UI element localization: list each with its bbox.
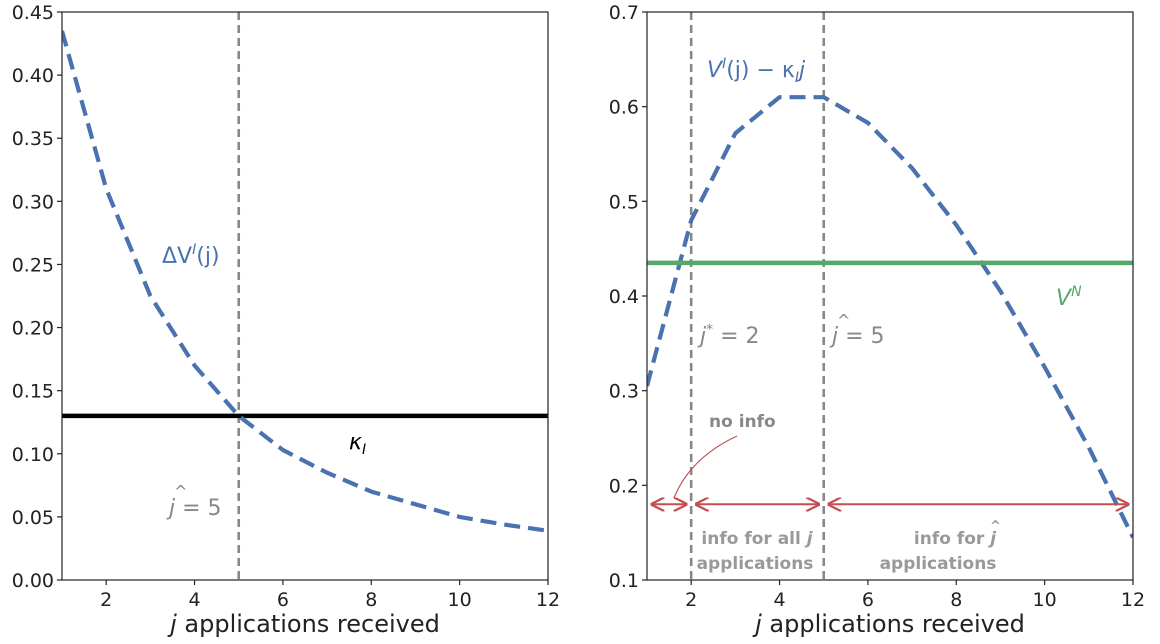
right-xtick-label: 10	[1033, 589, 1057, 611]
right-jstar-sup: *	[706, 322, 713, 338]
left-axes-frame	[61, 11, 549, 581]
right-jhat-hat: ^	[837, 311, 850, 330]
left-ytick-label: 0.40	[12, 65, 54, 87]
left-x-axis-label-var: j	[167, 610, 177, 638]
left-kappa-base: κ	[349, 430, 362, 455]
right-jhat-rest: = 5	[838, 324, 884, 349]
left-ytick-label: 0.25	[12, 254, 54, 276]
right-ytick-label: 0.1	[609, 570, 639, 592]
left-ytick-label: 0.00	[12, 570, 54, 592]
left-xtick-label: 6	[277, 589, 289, 611]
left-jhat-label: ^ j = 5	[166, 482, 222, 521]
left-x-axis-label-text: applications received	[177, 610, 440, 638]
left-ytick-label: 0.15	[12, 381, 54, 403]
left-chart: 0.00 0.05 0.10 0.15 0.20 0.25 0.30 0.35 0.40 0.45…	[12, 2, 560, 638]
left-series-label: ΔVI(j)	[162, 242, 220, 269]
right-y-ticks: 0.1 0.2 0.3 0.4 0.5 0.6 0.7	[609, 2, 647, 592]
right-xtick-label: 4	[773, 589, 785, 611]
left-xtick-label: 2	[100, 589, 112, 611]
left-ytick-label: 0.45	[12, 2, 54, 24]
left-xtick-label: 10	[448, 589, 472, 611]
right-chart: 0.1 0.2 0.3 0.4 0.5 0.6 0.7 2 4 6 8 10 12 j applica…	[609, 2, 1145, 638]
left-jhat-text: j = 5	[166, 496, 222, 521]
right-x-axis-label: j applications received	[752, 610, 1025, 638]
info-all-var: j	[804, 529, 814, 549]
right-vn-base: V	[1056, 286, 1073, 311]
right-xtick-label: 12	[1121, 589, 1145, 611]
right-xtick-label: 6	[862, 589, 874, 611]
right-ytick-label: 0.2	[609, 475, 639, 497]
info-all-line2: applications	[697, 554, 814, 574]
left-xtick-label: 4	[188, 589, 200, 611]
info-hat-prefix: info for	[914, 529, 990, 549]
info-hat-line1: info for j	[914, 529, 997, 549]
right-x-ticks: 2 4 6 8 10 12	[685, 580, 1145, 611]
left-kappa-label: κI	[349, 430, 366, 458]
right-xtick-label: 8	[950, 589, 962, 611]
right-jstar-rest: = 2	[713, 324, 759, 349]
left-chart-marks	[62, 12, 548, 580]
left-xtick-label: 8	[365, 589, 377, 611]
right-x-axis-label-var: j	[752, 610, 762, 638]
right-series-label: VI(j) − κIj	[707, 56, 806, 86]
right-series-label-sub: I	[795, 70, 799, 86]
left-series-label-tail: (j)	[196, 244, 219, 269]
right-series-main-line	[647, 95, 1133, 539]
right-jhat-text: j = 5	[829, 324, 885, 349]
left-x-axis-label: j applications received	[167, 610, 440, 638]
no-info-pointer	[673, 435, 738, 499]
left-ytick-label: 0.30	[12, 191, 54, 213]
right-ytick-label: 0.7	[609, 2, 639, 24]
left-y-ticks: 0.00 0.05 0.10 0.15 0.20 0.25 0.30 0.35 0.40 0.45	[12, 2, 62, 592]
info-hat-label: info for j ^ applications	[880, 519, 1001, 574]
right-xtick-label: 2	[685, 589, 697, 611]
right-jstar-label: j* = 2	[697, 322, 760, 349]
right-vn-label: VN	[1056, 284, 1082, 311]
left-kappa-sub: I	[362, 442, 366, 458]
left-ytick-label: 0.35	[12, 128, 54, 150]
left-series-main-line	[62, 30, 548, 533]
right-vn-sup: N	[1071, 284, 1082, 300]
left-ytick-label: 0.20	[12, 318, 54, 340]
info-hat-var: j	[987, 529, 997, 549]
left-series-label-base: ΔV	[162, 244, 192, 269]
left-series-label-sup: I	[192, 242, 196, 258]
right-ytick-label: 0.5	[609, 191, 639, 213]
left-xtick-label: 12	[536, 589, 560, 611]
left-jhat-rest: = 5	[175, 496, 221, 521]
left-jhat-hat: ^	[174, 482, 187, 501]
info-all-line1: info for all j	[701, 529, 813, 549]
left-jhat-var: j	[166, 496, 176, 521]
right-series-label-base: V	[707, 58, 724, 83]
right-ytick-label: 0.3	[609, 381, 639, 403]
right-jhat-label: ^ j = 5	[829, 311, 885, 349]
info-all-label: info for all j applications	[697, 529, 814, 574]
right-chart-marks	[647, 12, 1133, 580]
left-ytick-label: 0.05	[12, 507, 54, 529]
right-jstar-var: j	[697, 324, 707, 349]
right-series-label-mid: (j) − κ	[726, 58, 795, 83]
right-x-axis-label-text: applications received	[762, 610, 1025, 638]
right-ytick-label: 0.4	[609, 286, 639, 308]
right-jhat-var: j	[829, 324, 839, 349]
left-x-ticks: 2 4 6 8 10 12	[100, 580, 560, 611]
right-ytick-label: 0.6	[609, 97, 639, 119]
left-ytick-label: 0.10	[12, 444, 54, 466]
info-hat-line2: applications	[880, 554, 997, 574]
right-series-label-sup: I	[722, 56, 726, 72]
info-all-prefix: info for all	[701, 529, 806, 549]
right-series-label-tail: j	[796, 58, 806, 83]
no-info-label: no info	[709, 412, 776, 432]
info-hat-hat: ^	[990, 519, 1001, 534]
